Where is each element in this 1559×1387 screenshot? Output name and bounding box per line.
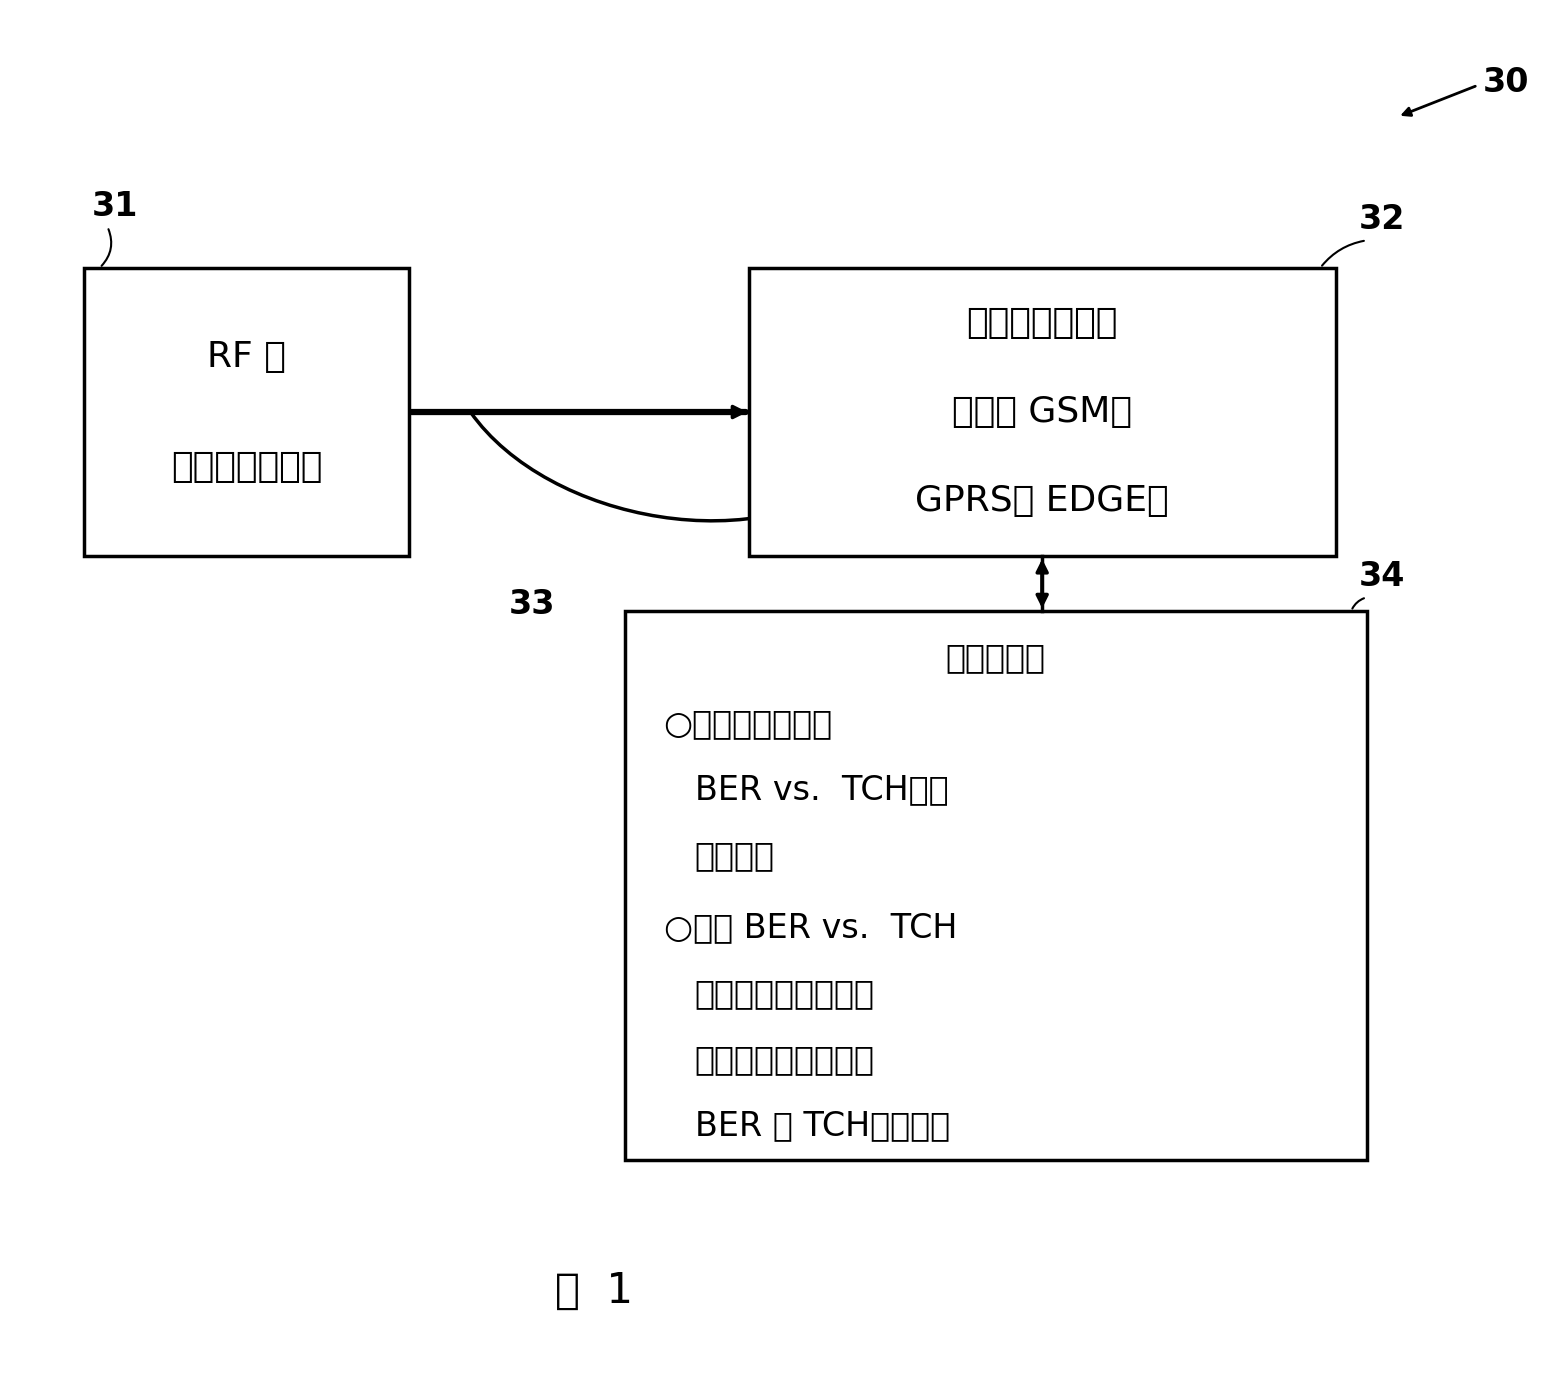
Text: 图  1: 图 1 <box>555 1270 633 1312</box>
FancyArrowPatch shape <box>1322 241 1364 266</box>
Text: 后续信道中所希望的: 后续信道中所希望的 <box>694 1043 875 1076</box>
Text: GPRS、 EDGE）: GPRS、 EDGE） <box>915 484 1169 519</box>
Text: 34: 34 <box>1359 560 1405 594</box>
Text: ○确定初始信道的: ○确定初始信道的 <box>664 707 833 741</box>
Text: 32: 32 <box>1359 204 1405 236</box>
Text: ○使用 BER vs.  TCH: ○使用 BER vs. TCH <box>664 911 957 945</box>
FancyArrowPatch shape <box>101 229 111 266</box>
Text: 33: 33 <box>510 588 555 621</box>
Text: 测试控制器: 测试控制器 <box>946 641 1046 674</box>
Text: RF 源: RF 源 <box>207 340 285 374</box>
Text: BER vs.  TCH功率: BER vs. TCH功率 <box>694 773 948 806</box>
Text: 31: 31 <box>92 190 139 222</box>
Bar <box>625 612 1367 1161</box>
Bar <box>84 268 408 556</box>
Bar <box>748 268 1336 556</box>
Text: 30: 30 <box>1483 67 1529 98</box>
Text: 功率电平函数来确定: 功率电平函数来确定 <box>694 978 875 1011</box>
Text: BER 的 TCH功率电平: BER 的 TCH功率电平 <box>694 1110 949 1143</box>
Text: （基站仿真器）: （基站仿真器） <box>171 449 323 484</box>
Text: 电平函数: 电平函数 <box>694 839 775 872</box>
Text: （例如 GSM、: （例如 GSM、 <box>953 395 1132 429</box>
Text: 手持设备接收机: 手持设备接收机 <box>967 305 1118 340</box>
FancyArrowPatch shape <box>1352 598 1364 609</box>
